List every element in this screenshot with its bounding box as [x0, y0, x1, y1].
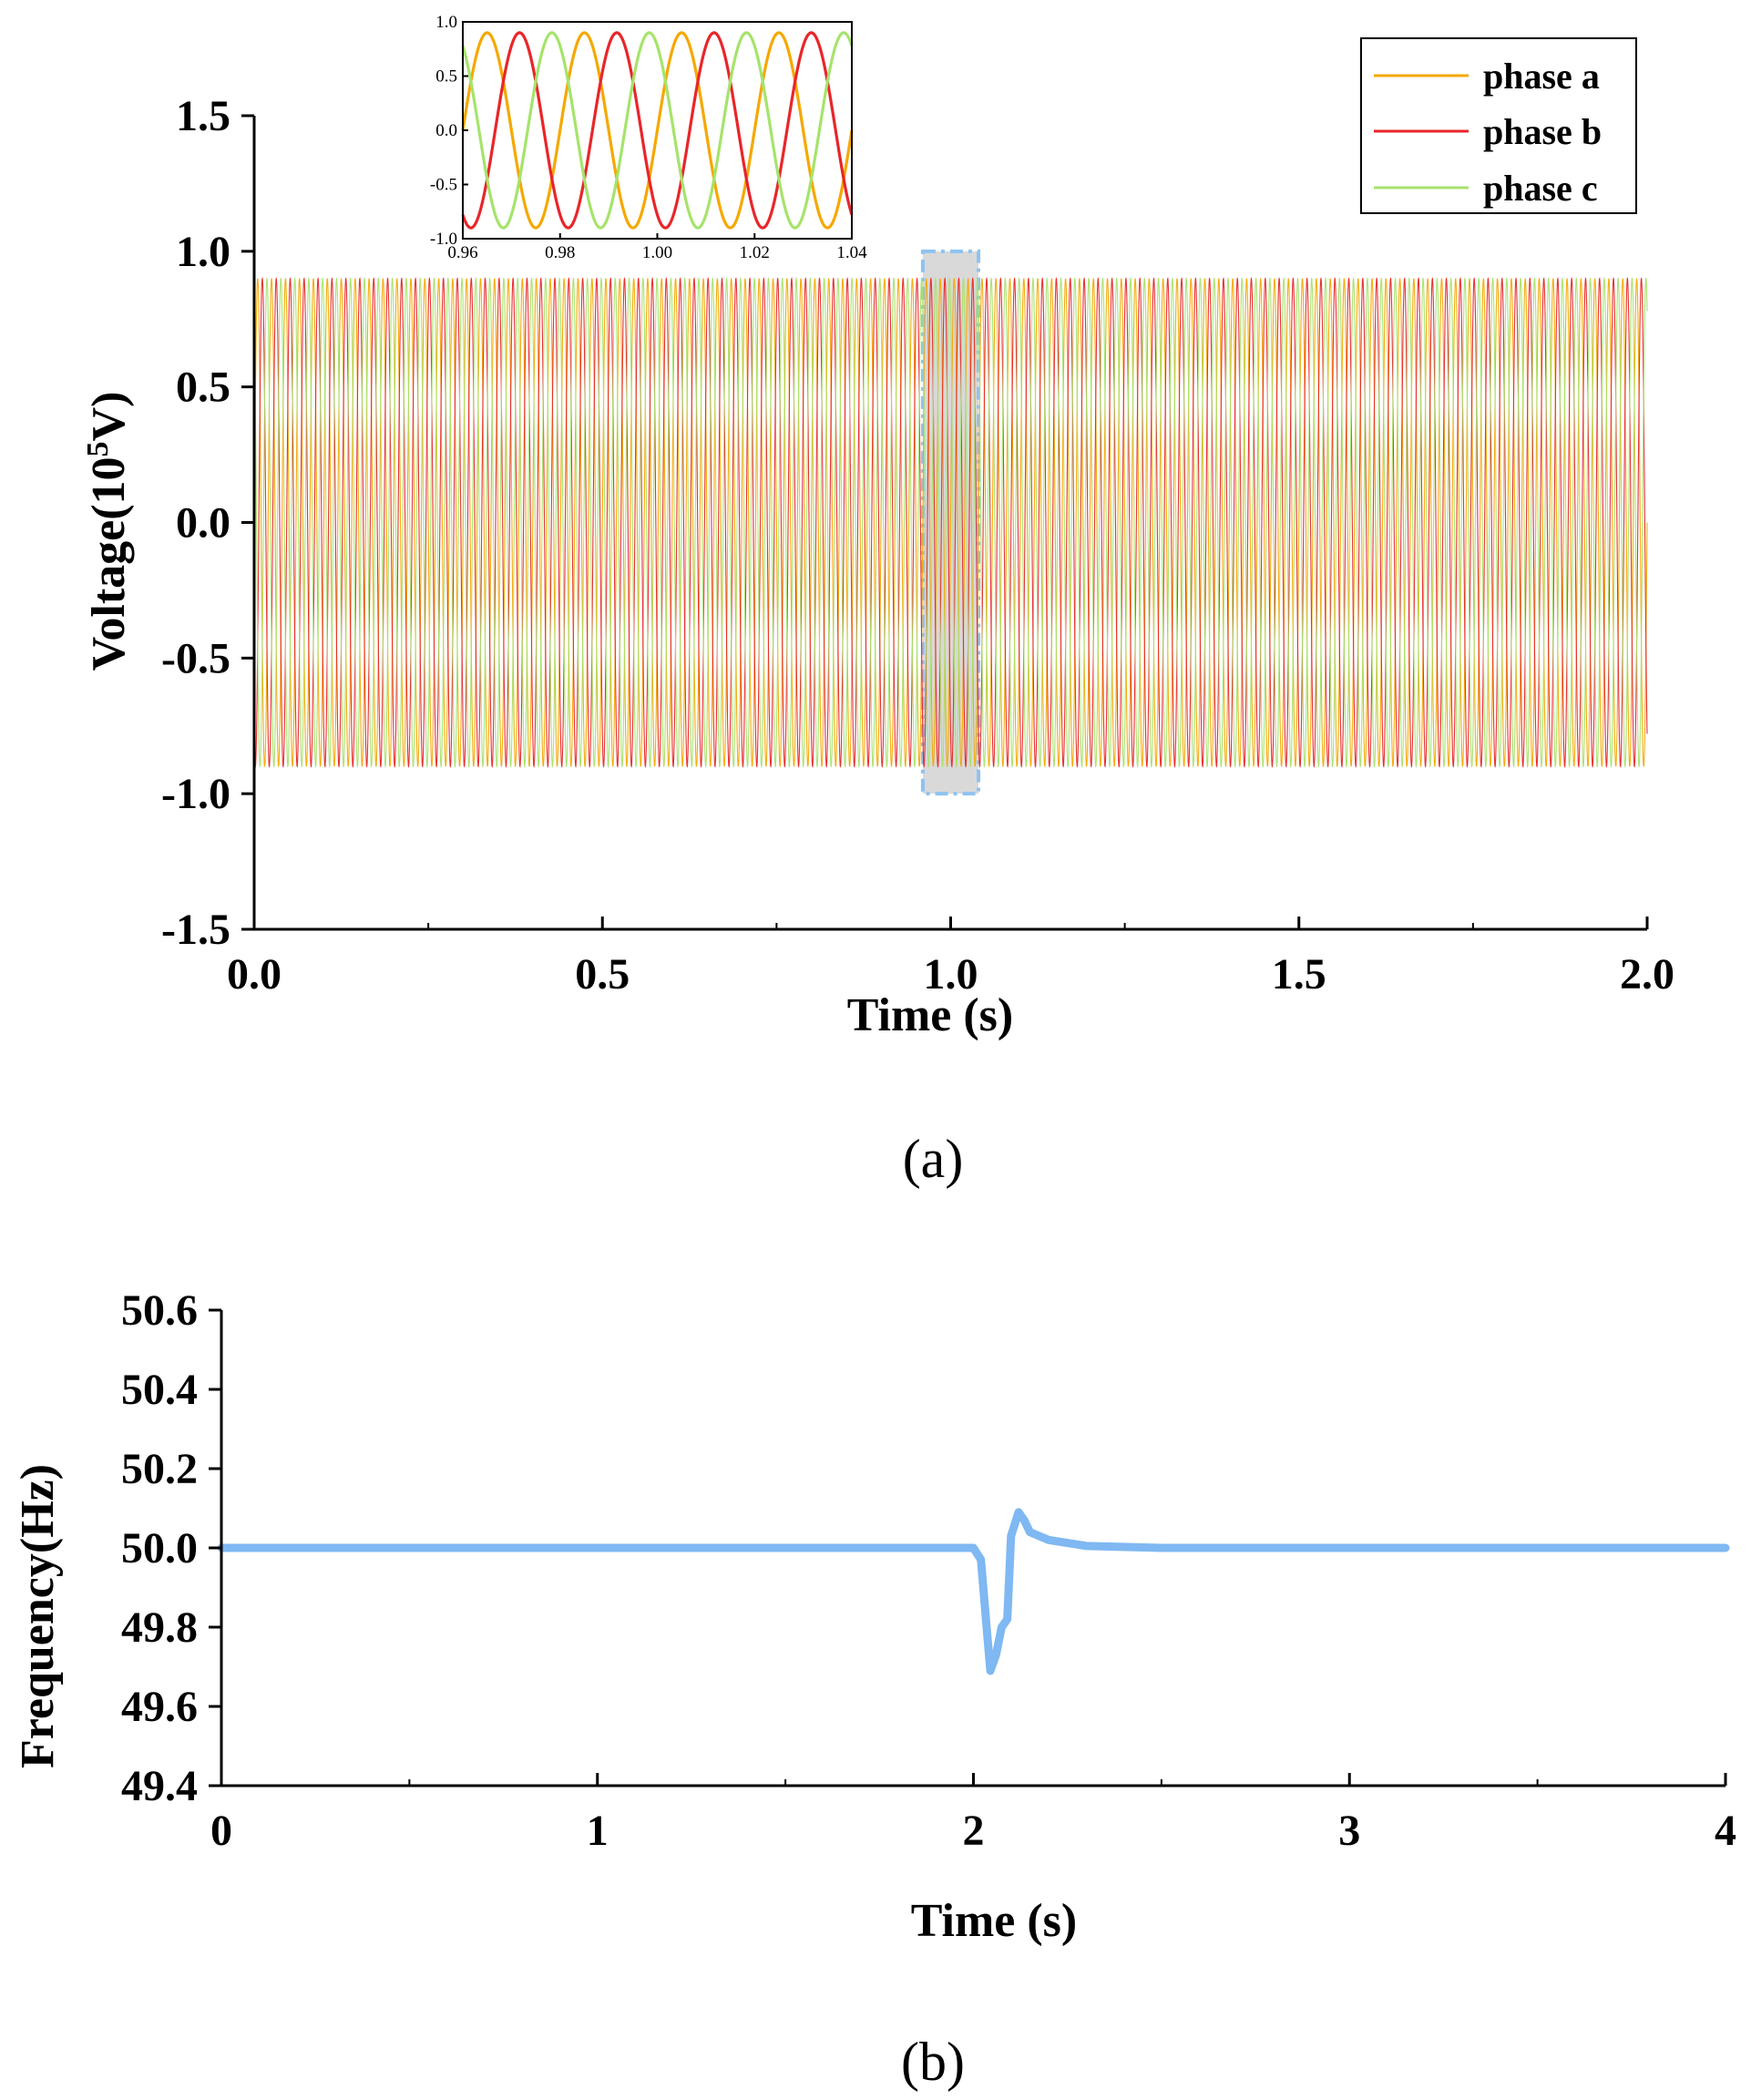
zoom-inset: 0.96 0.98 1.00 1.02 1.04 -1.0 -0.5 0.0 0.5 1.0 [430, 13, 867, 262]
panel-label-b: (b) [901, 2032, 965, 2092]
frequency-x-tick-label: 4 [1715, 1807, 1736, 1855]
inset-y-tick-label: 1.0 [435, 13, 457, 32]
legend-label-phase-c: phase c [1483, 168, 1598, 209]
inset-y-tick-label: -1.0 [430, 230, 457, 249]
frequency-y-ticks: 49.4 49.6 49.8 50.0 50.2 50.4 50.6 [121, 1286, 221, 1810]
inset-x-ticks: 0.96 0.98 1.00 1.02 1.04 [447, 233, 867, 262]
frequency-y-tick-label: 49.6 [121, 1683, 198, 1731]
inset-series-phase-c [461, 31, 854, 230]
inset-y-tick-label: 0.0 [435, 121, 457, 140]
inset-x-tick-label: 0.98 [545, 243, 575, 262]
frequency-x-tick-label: 2 [963, 1807, 985, 1855]
panel-label-a: (a) [903, 1129, 964, 1189]
voltage-series-phase-a [253, 278, 1648, 767]
voltage-chart: 0.0 0.5 1.0 1.5 2.0 -1.5 -1.0 -0.5 0.0 0.5 1.0 1.5… [81, 13, 1675, 1189]
voltage-x-tick-label: 0.0 [227, 950, 282, 999]
inset-series-phase-a [461, 31, 854, 230]
inset-series-phase-b [461, 31, 854, 230]
frequency-chart: 0 1 2 3 4 49.4 49.6 49.8 50.0 50.2 50.4 50.6 Time … [12, 1286, 1736, 2092]
voltage-y-tick-label: -0.5 [161, 634, 230, 682]
inset-x-tick-label: 1.02 [740, 243, 770, 262]
voltage-series-phase-b [253, 277, 1648, 768]
voltage-x-tick-label: 1.5 [1272, 950, 1326, 999]
frequency-x-tick-label: 3 [1338, 1807, 1360, 1855]
voltage-y-tick-label: 1.5 [176, 92, 230, 140]
legend-label-phase-a: phase a [1483, 56, 1600, 97]
voltage-y-tick-label: -1.0 [161, 770, 230, 818]
inset-y-tick-label: -0.5 [430, 176, 457, 195]
frequency-y-tick-label: 50.6 [121, 1286, 198, 1335]
frequency-y-tick-label: 50.4 [121, 1366, 198, 1414]
voltage-x-tick-label: 0.5 [575, 950, 630, 999]
inset-x-tick-label: 1.00 [642, 243, 672, 262]
legend-box [1360, 37, 1637, 214]
frequency-x-tick-label: 0 [210, 1807, 232, 1855]
frequency-y-axis-label: Frequency(Hz) [12, 1464, 64, 1768]
frequency-x-tick-label: 1 [587, 1807, 609, 1855]
voltage-y-tick-label: 0.5 [176, 364, 230, 412]
voltage-y-axis-label: Voltage(105V) [81, 392, 136, 671]
voltage-x-ticks: 0.0 0.5 1.0 1.5 2.0 [227, 917, 1674, 999]
frequency-y-tick-label: 50.0 [121, 1524, 198, 1572]
voltage-x-tick-label: 1.0 [924, 950, 978, 999]
voltage-series-phase-c [253, 277, 1648, 768]
voltage-x-axis-label: Time (s) [847, 989, 1013, 1041]
voltage-y-tick-label: 0.0 [176, 499, 230, 548]
frequency-x-axis-label: Time (s) [911, 1895, 1077, 1947]
legend-label-phase-b: phase b [1483, 111, 1602, 152]
inset-series-group [461, 31, 854, 230]
inset-x-tick-label: 0.96 [447, 243, 477, 262]
frequency-series-group [217, 1508, 1730, 1675]
frequency-y-tick-label: 49.4 [121, 1762, 198, 1810]
inset-x-tick-label: 1.04 [836, 243, 867, 262]
voltage-y-tick-label: -1.5 [161, 906, 230, 954]
voltage-y-tick-label: 1.0 [176, 228, 230, 276]
voltage-x-tick-label: 2.0 [1620, 950, 1674, 999]
frequency-y-tick-label: 50.2 [121, 1445, 198, 1493]
voltage-series-group [253, 277, 1648, 768]
frequency-x-ticks: 0 1 2 3 4 [210, 1773, 1736, 1855]
voltage-y-ticks: -1.5 -1.0 -0.5 0.0 0.5 1.0 1.5 [161, 92, 254, 954]
inset-y-ticks: -1.0 -0.5 0.0 0.5 1.0 [430, 13, 468, 249]
voltage-legend: phase a phase b phase c [1360, 37, 1637, 214]
frequency-y-tick-label: 49.8 [121, 1603, 198, 1652]
frequency-series-line [217, 1508, 1730, 1675]
inset-y-tick-label: 0.5 [435, 67, 457, 87]
